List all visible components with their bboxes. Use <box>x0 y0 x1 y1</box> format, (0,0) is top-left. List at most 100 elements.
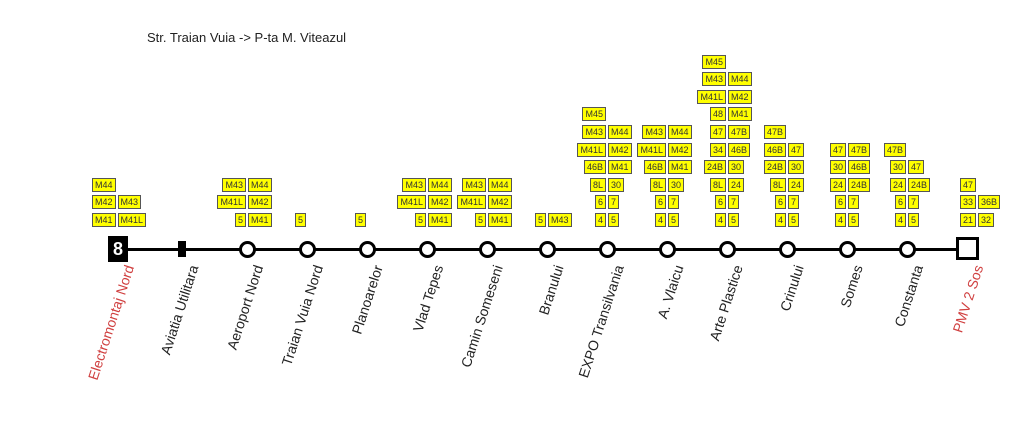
route-badge[interactable]: 47 <box>709 125 726 139</box>
route-badge[interactable]: 47 <box>908 160 925 174</box>
route-badge[interactable]: 4 <box>714 213 726 227</box>
route-badge[interactable]: 24 <box>889 178 906 192</box>
station-marker[interactable] <box>419 241 436 258</box>
route-badge[interactable]: 7 <box>668 195 680 209</box>
route-badge[interactable]: M43 <box>702 72 726 86</box>
station-marker[interactable] <box>899 241 916 258</box>
station-marker[interactable] <box>299 241 316 258</box>
station-label[interactable]: Branului <box>535 263 567 317</box>
route-badge[interactable]: 46B <box>728 143 751 157</box>
station-label[interactable]: EXPO Transilvania <box>574 263 627 380</box>
route-badge[interactable]: 46B <box>848 160 871 174</box>
route-badge[interactable]: 47B <box>883 143 906 157</box>
route-badge[interactable]: M44 <box>728 72 752 86</box>
station-label[interactable]: Arte Plastice <box>706 263 747 343</box>
route-badge[interactable]: 24B <box>763 160 786 174</box>
route-badge[interactable]: M43 <box>117 195 142 209</box>
route-badge[interactable]: M44 <box>248 178 272 192</box>
route-badge[interactable]: M41L <box>457 195 486 209</box>
route-badge[interactable]: 7 <box>908 195 920 209</box>
route-badge[interactable]: 6 <box>894 195 906 209</box>
station-label[interactable]: Aviatia Utilitara <box>157 263 202 357</box>
route-badge[interactable]: M43 <box>462 178 486 192</box>
route-badge[interactable]: 21 <box>960 213 977 227</box>
route-badge[interactable]: 4 <box>894 213 906 227</box>
route-badge[interactable]: 5 <box>848 213 860 227</box>
route-badge[interactable]: 4 <box>654 213 666 227</box>
route-badge[interactable]: M41L <box>697 90 726 104</box>
route-badge[interactable]: M41 <box>92 213 116 227</box>
route-badge[interactable]: 30 <box>608 178 625 192</box>
route-badge[interactable]: 24 <box>788 178 805 192</box>
route-badge[interactable]: 47 <box>788 143 805 157</box>
route-badge[interactable]: M43 <box>402 178 426 192</box>
route-badge[interactable]: M42 <box>248 195 272 209</box>
route-badge[interactable]: 36B <box>978 195 1001 209</box>
route-badge[interactable]: 5 <box>608 213 620 227</box>
station-label[interactable]: A. Vlaicu <box>653 263 687 321</box>
route-badge[interactable]: 30 <box>728 160 745 174</box>
route-badge[interactable]: 24B <box>848 178 871 192</box>
route-badge[interactable]: 6 <box>714 195 726 209</box>
station-label[interactable]: Somes <box>837 263 867 310</box>
route-badge[interactable]: M42 <box>92 195 116 209</box>
route-badge[interactable]: 8L <box>589 178 606 192</box>
station-label[interactable]: Camin Someseni <box>458 263 507 370</box>
route-badge[interactable]: M41 <box>248 213 272 227</box>
route-badge[interactable]: 46B <box>583 160 606 174</box>
route-badge[interactable]: 6 <box>834 195 846 209</box>
station-label[interactable]: Crinului <box>776 263 807 314</box>
route-badge[interactable]: M41 <box>668 160 692 174</box>
route-badge[interactable]: 8L <box>649 178 666 192</box>
route-badge[interactable]: 5 <box>354 213 366 227</box>
station-label[interactable]: Planoarelor <box>348 263 387 337</box>
route-badge[interactable]: 7 <box>608 195 620 209</box>
route-badge[interactable]: 30 <box>788 160 805 174</box>
station-marker[interactable] <box>719 241 736 258</box>
route-badge[interactable]: M41L <box>117 213 147 227</box>
route-badge[interactable]: M44 <box>608 125 632 139</box>
route-badge[interactable]: M45 <box>582 107 606 121</box>
route-badge[interactable]: 24B <box>703 160 726 174</box>
station-marker[interactable] <box>539 241 556 258</box>
route-badge[interactable]: 4 <box>774 213 786 227</box>
station-marker[interactable] <box>239 241 256 258</box>
route-badge[interactable]: M43 <box>548 213 572 227</box>
route-badge[interactable]: 30 <box>829 160 846 174</box>
route-badge[interactable]: M41L <box>217 195 246 209</box>
route-badge[interactable]: M44 <box>92 178 116 192</box>
route-badge[interactable]: 5 <box>294 213 306 227</box>
route-badge[interactable]: 24 <box>728 178 745 192</box>
station-label[interactable]: PMV 2 Sos <box>949 263 987 335</box>
route-badge[interactable]: 46B <box>643 160 666 174</box>
route-badge[interactable]: M43 <box>642 125 666 139</box>
route-badge[interactable]: M43 <box>222 178 246 192</box>
route-badge[interactable]: 5 <box>234 213 246 227</box>
route-badge[interactable]: M42 <box>728 90 752 104</box>
station-label[interactable]: Vlad Tepes <box>409 263 447 334</box>
route-badge[interactable]: 47B <box>763 125 786 139</box>
route-badge[interactable]: M44 <box>428 178 452 192</box>
route-badge[interactable]: 4 <box>594 213 606 227</box>
station-marker[interactable] <box>779 241 796 258</box>
station-label[interactable]: Electromontaj Nord <box>84 263 138 382</box>
route-badge[interactable]: 7 <box>788 195 800 209</box>
route-badge[interactable]: 33 <box>960 195 977 209</box>
route-badge[interactable]: 5 <box>788 213 800 227</box>
route-badge[interactable]: 5 <box>728 213 740 227</box>
route-badge[interactable]: 32 <box>978 213 995 227</box>
station-marker[interactable] <box>479 241 496 258</box>
route-badge[interactable]: 5 <box>908 213 920 227</box>
route-badge[interactable]: 6 <box>774 195 786 209</box>
route-badge[interactable]: 24B <box>908 178 931 192</box>
route-badge[interactable]: 47 <box>829 143 846 157</box>
route-badge[interactable]: M42 <box>488 195 512 209</box>
route-badge[interactable]: M42 <box>608 143 632 157</box>
route-badge[interactable]: M41L <box>397 195 426 209</box>
route-badge[interactable]: 48 <box>709 107 726 121</box>
route-badge[interactable]: 24 <box>829 178 846 192</box>
station-label[interactable]: Traian Vuia Nord <box>278 263 327 368</box>
route-badge[interactable]: M44 <box>488 178 512 192</box>
route-badge[interactable]: M41 <box>608 160 632 174</box>
route-badge[interactable]: M42 <box>668 143 692 157</box>
